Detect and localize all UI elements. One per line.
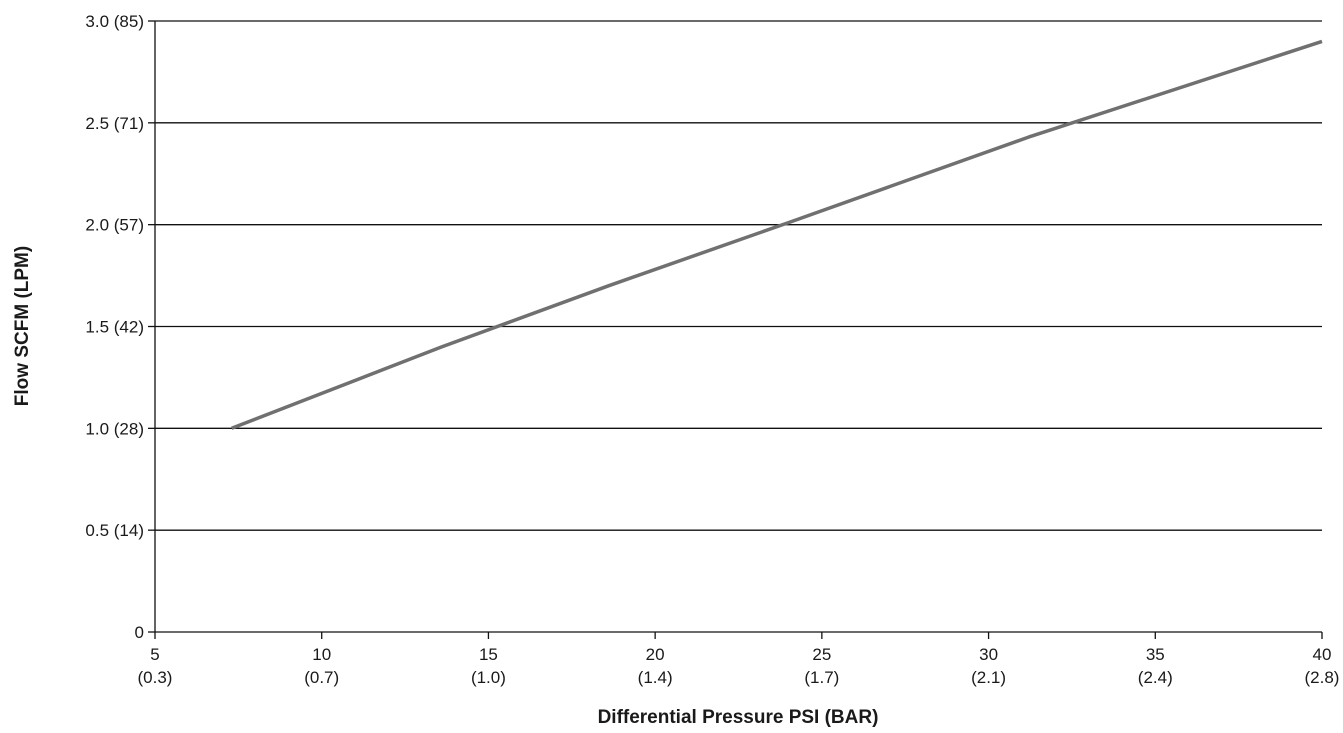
x-tick-sublabel: (2.8) — [1305, 668, 1340, 687]
x-tick-label: 15 — [479, 645, 498, 664]
axes — [148, 20, 1323, 639]
x-tick-label: 10 — [312, 645, 331, 664]
y-tick-label: 0 — [135, 623, 144, 642]
y-tick-label: 0.5 (14) — [85, 521, 144, 540]
x-tick-label: 25 — [812, 645, 831, 664]
flow-series-line — [231, 39, 1323, 430]
x-tick-label: 40 — [1313, 645, 1332, 664]
x-tick-sublabel: (1.4) — [638, 668, 673, 687]
y-axis-title: Flow SCFM (LPM) — [12, 246, 33, 406]
x-tick-label: 20 — [646, 645, 665, 664]
y-tick-label: 3.0 (85) — [85, 12, 144, 31]
tick-labels: 0 0.5 (14) 1.0 (28) 1.5 (42) 2.0 (57) 2.5 (71… — [85, 12, 1339, 687]
x-tick-sublabel: (2.1) — [971, 668, 1006, 687]
x-tick-label: 5 — [150, 645, 159, 664]
x-tick-sublabel: (1.7) — [804, 668, 839, 687]
x-tick-label: 30 — [979, 645, 998, 664]
y-tick-label: 1.5 (42) — [85, 318, 144, 337]
x-tick-sublabel: (1.0) — [471, 668, 506, 687]
x-axis-title: Differential Pressure PSI (BAR) — [598, 707, 879, 728]
y-tick-label: 1.0 (28) — [85, 419, 144, 438]
x-tick-sublabel: (0.7) — [304, 668, 339, 687]
x-tick-sublabel: (2.4) — [1138, 668, 1173, 687]
y-tick-label: 2.0 (57) — [85, 216, 144, 235]
y-tick-label: 2.5 (71) — [85, 114, 144, 133]
x-tick-label: 35 — [1146, 645, 1165, 664]
x-tick-sublabel: (0.3) — [138, 668, 173, 687]
series-layer — [231, 39, 1323, 430]
